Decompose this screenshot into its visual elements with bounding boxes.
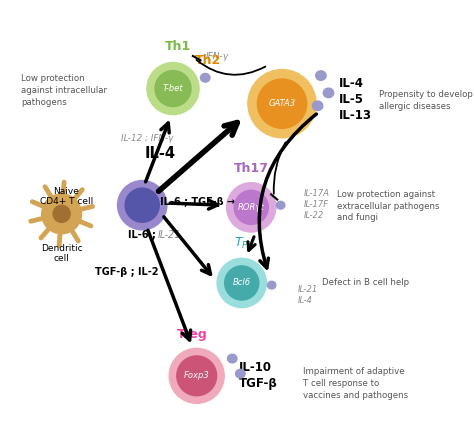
Ellipse shape: [53, 205, 70, 222]
Text: GATA3: GATA3: [268, 99, 296, 108]
Text: — IL-6 ; TGF-β →: — IL-6 ; TGF-β →: [147, 197, 235, 207]
Circle shape: [228, 354, 237, 363]
Text: IL-21
IL-4: IL-21 IL-4: [298, 285, 318, 305]
Text: IL-10
TGF-β: IL-10 TGF-β: [239, 361, 278, 391]
Text: Low protection
against intracellular
pathogens: Low protection against intracellular pat…: [21, 74, 107, 107]
Text: RORγt: RORγt: [238, 203, 264, 212]
Ellipse shape: [177, 356, 217, 396]
Ellipse shape: [169, 348, 224, 403]
Ellipse shape: [225, 266, 259, 300]
Ellipse shape: [118, 181, 167, 230]
Text: IL-4: IL-4: [145, 146, 175, 161]
Circle shape: [323, 88, 334, 98]
Ellipse shape: [257, 79, 307, 128]
Circle shape: [312, 101, 323, 111]
Ellipse shape: [234, 190, 268, 225]
Text: T-bet: T-bet: [163, 84, 183, 93]
Circle shape: [201, 73, 210, 82]
Text: TGF-β ; IL-2: TGF-β ; IL-2: [95, 267, 158, 277]
FancyArrowPatch shape: [273, 143, 285, 194]
Ellipse shape: [248, 70, 316, 138]
Text: IL-12 ; IFN-γ: IL-12 ; IFN-γ: [121, 134, 173, 143]
Text: Propensity to develop
allergic diseases: Propensity to develop allergic diseases: [379, 90, 473, 111]
Ellipse shape: [125, 188, 159, 222]
Text: IL-21: IL-21: [158, 230, 182, 241]
Circle shape: [276, 201, 285, 209]
Circle shape: [236, 369, 245, 378]
Ellipse shape: [147, 63, 199, 114]
Text: Foxp3: Foxp3: [184, 372, 210, 380]
Text: Dendritic
cell: Dendritic cell: [41, 244, 82, 264]
Text: Bcl6: Bcl6: [233, 279, 251, 287]
Ellipse shape: [155, 70, 191, 107]
FancyArrowPatch shape: [197, 60, 265, 75]
Text: $\mathit{T}_{FH}$: $\mathit{T}_{FH}$: [234, 235, 255, 251]
Circle shape: [316, 71, 326, 80]
Ellipse shape: [217, 258, 266, 308]
Text: Naive
CD4+ T cell: Naive CD4+ T cell: [40, 187, 93, 206]
Text: Th2: Th2: [194, 54, 221, 67]
Text: Defect in B cell help: Defect in B cell help: [322, 279, 410, 287]
Text: Impairment of adaptive
T cell response to
vaccines and pathogens: Impairment of adaptive T cell response t…: [303, 367, 409, 400]
Text: IL-6 ;: IL-6 ;: [128, 230, 159, 241]
Text: Low protection against
extracellular pathogens
and fungi: Low protection against extracellular pat…: [337, 190, 439, 222]
Text: Th1: Th1: [164, 40, 191, 53]
Text: Th17: Th17: [234, 162, 269, 175]
Ellipse shape: [42, 194, 82, 234]
Text: IL-17A
IL-17F
IL-22: IL-17A IL-17F IL-22: [303, 189, 329, 220]
Text: IFN-γ: IFN-γ: [206, 52, 229, 60]
Text: IL-4
IL-5
IL-13: IL-4 IL-5 IL-13: [339, 77, 372, 122]
Circle shape: [267, 281, 276, 289]
Ellipse shape: [227, 183, 276, 232]
Text: Treg: Treg: [177, 327, 207, 340]
